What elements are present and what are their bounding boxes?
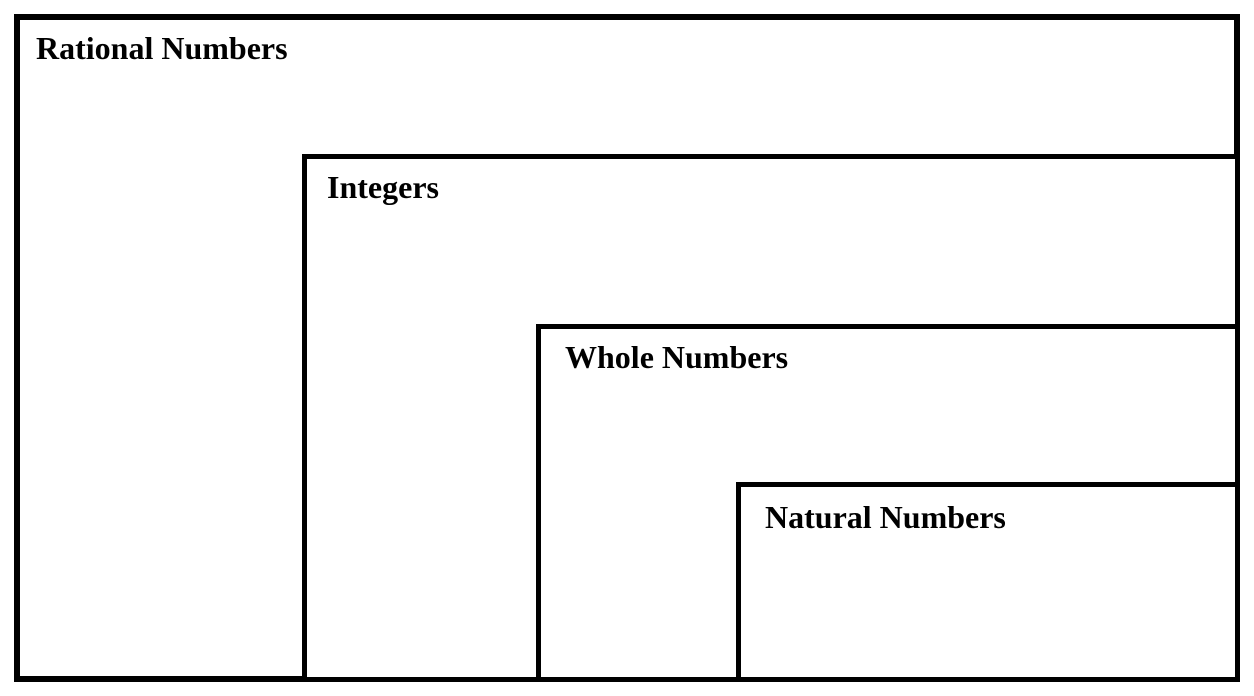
integers-label: Integers [327,169,439,206]
natural-numbers-box: Natural Numbers [736,482,1240,682]
whole-numbers-label: Whole Numbers [565,339,788,376]
natural-numbers-label: Natural Numbers [765,499,1006,536]
rational-numbers-label: Rational Numbers [36,30,288,67]
number-sets-diagram: Rational Numbers Integers Whole Numbers … [14,14,1240,682]
